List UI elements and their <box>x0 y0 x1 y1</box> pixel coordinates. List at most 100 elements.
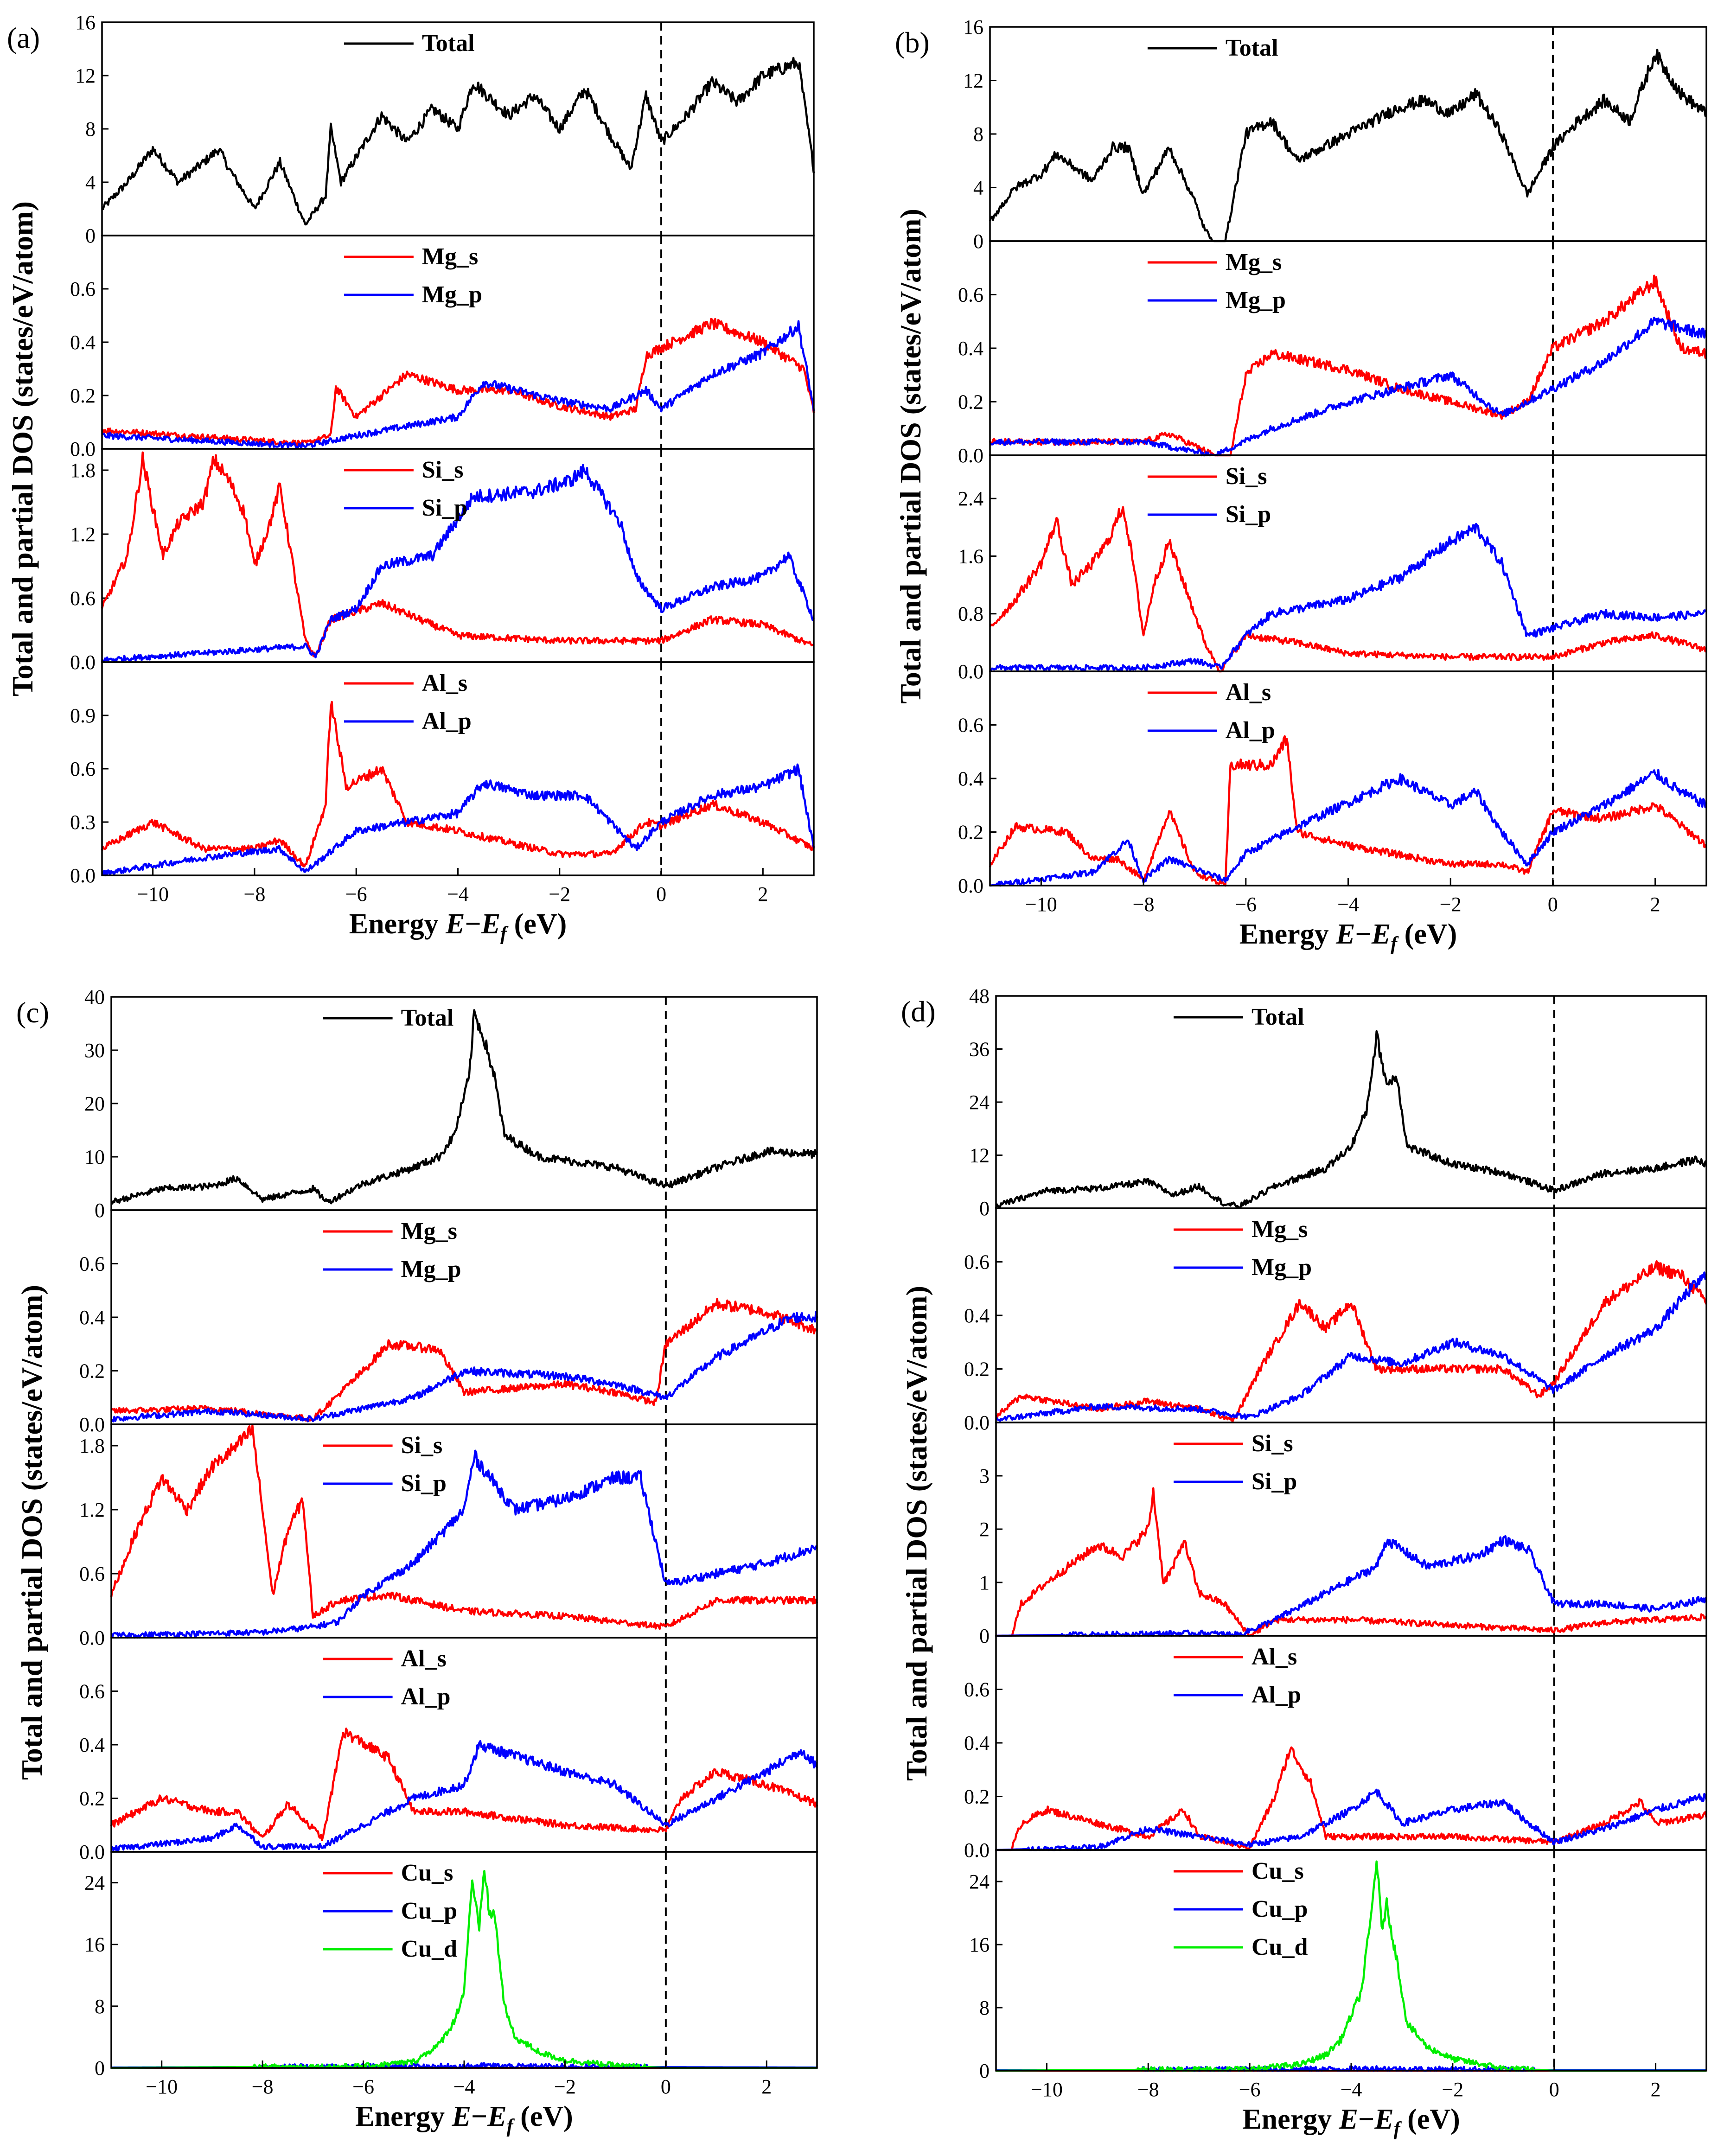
y-tick-label: 0.0 <box>70 864 96 887</box>
series-mg-p-line <box>990 316 1707 457</box>
y-tick-label: 0.0 <box>964 1411 990 1434</box>
subplot-2: 0.0 0.2 0.4 0.6 Mg_s Mg_p <box>964 1207 1708 1434</box>
y-tick-label: 0 <box>95 1199 105 1222</box>
y-tick-label: 0.4 <box>958 767 983 790</box>
series-si-s-line <box>101 451 814 657</box>
subplot-2: 0.0 0.2 0.4 0.6 Mg_s Mg_p <box>958 240 1708 467</box>
y-tick-label: 0.4 <box>70 331 96 354</box>
series-si-s-line <box>110 1424 818 1630</box>
legend-label: Si_s <box>401 1432 443 1459</box>
y-tick-label: 0 <box>973 230 983 253</box>
x-axis-label-unit: (eV) <box>513 2101 573 2132</box>
x-axis-label-minus: − <box>471 2101 487 2132</box>
y-tick-label: 0.2 <box>964 1358 990 1381</box>
x-axis-label: Energy E−Ef (eV) <box>349 908 567 944</box>
y-tick-label: 0.0 <box>79 1627 105 1649</box>
x-axis-label-var: E <box>1335 919 1355 950</box>
y-tick-label: 0.0 <box>79 1413 105 1436</box>
series-mg-p-line <box>102 320 815 449</box>
legend-label: Si_s <box>422 457 464 483</box>
subplot-4: 0.0 0.2 0.4 0.6 Al_s Al_p <box>79 1637 818 1863</box>
legend-label: Cu_d <box>1251 1934 1308 1960</box>
x-tick-label: −6 <box>345 883 367 906</box>
legend-label: Si_s <box>1226 463 1267 490</box>
y-tick-label: 0.4 <box>79 1306 105 1329</box>
y-tick-label: 12 <box>969 1144 990 1167</box>
series-al-p-line <box>101 763 815 877</box>
legend-label: Total <box>1251 1004 1304 1030</box>
y-tick-label: 0.6 <box>79 1680 105 1703</box>
y-tick-label: 8 <box>979 1997 990 2019</box>
x-axis-label-minus: − <box>1355 919 1371 950</box>
x-tick-label: −4 <box>447 883 469 906</box>
legend-label: Mg_p <box>422 281 482 308</box>
x-tick-label: −2 <box>1442 2078 1463 2101</box>
y-tick-label: 0 <box>979 2060 990 2082</box>
subplot-4: 0.0 0.3 0.6 0.9 Al_s Al_p <box>70 661 815 887</box>
x-axis-label-var: E <box>452 2101 471 2132</box>
y-tick-label: 0.0 <box>79 1841 105 1863</box>
x-tick-label: −4 <box>1341 2078 1362 2101</box>
x-axis-label-unit: (eV) <box>507 908 567 940</box>
y-tick-label: 0.2 <box>79 1360 105 1383</box>
x-axis-label-prefix: Energy <box>349 908 446 940</box>
x-tick-label: 0 <box>1548 893 1558 916</box>
y-tick-label: 1 <box>979 1571 990 1594</box>
x-tick-label: 2 <box>761 2075 772 2098</box>
y-tick-label: 0.6 <box>79 1253 105 1276</box>
x-tick-label: −2 <box>554 2075 576 2098</box>
legend-label: Cu_s <box>401 1860 453 1886</box>
subplot-1: 0 10 20 30 40 Total <box>84 986 818 1222</box>
legend-label: Mg_s <box>1226 249 1282 275</box>
panel-label: (d) <box>901 995 936 1028</box>
y-tick-label: 48 <box>969 985 990 1008</box>
legend-label: Al_s <box>422 670 467 696</box>
x-tick-label: −4 <box>1337 893 1359 916</box>
y-tick-label: 0.3 <box>70 811 96 834</box>
y-tick-label: 0.0 <box>958 874 983 897</box>
panel-d: (d)012243648Total0.00.20.40.6Mg_sMg_p012… <box>900 985 1708 2140</box>
x-axis-label-minus: − <box>1358 2104 1374 2135</box>
legend-label: Total <box>401 1005 454 1031</box>
panel-c: (c)010203040Total0.00.20.40.6Mg_sMg_p0.0… <box>15 986 818 2137</box>
y-tick-label: 8 <box>85 118 96 140</box>
x-axis-label-sub: f <box>500 923 509 944</box>
legend-label: Al_s <box>1251 1644 1297 1670</box>
y-tick-label: 8 <box>973 123 983 146</box>
series-total-line <box>111 1009 818 1205</box>
legend-label: Si_p <box>422 495 467 521</box>
x-axis-label: Energy E−Ef (eV) <box>355 2101 573 2137</box>
series-al-p-line <box>110 1740 818 1852</box>
x-axis-label-var: E <box>445 908 465 940</box>
x-axis-label: Energy E−Ef (eV) <box>1239 919 1457 955</box>
y-tick-label: 0.2 <box>79 1787 105 1810</box>
y-axis-label: Total and partial DOS (states/eV/atom) <box>894 209 927 704</box>
y-tick-label: 1.2 <box>79 1499 105 1521</box>
series-al-p-line <box>996 1788 1708 1851</box>
subplot-3: 0.0 0.6 1.2 1.8 Si_s Si_p <box>79 1423 818 1649</box>
legend-label: Al_p <box>1251 1682 1301 1708</box>
x-tick-label: 0 <box>656 883 666 906</box>
y-tick-label: 3 <box>979 1465 990 1487</box>
x-axis-label-sub: f <box>507 2116 515 2137</box>
legend-label: Cu_d <box>401 1936 457 1962</box>
legend-label: Si_p <box>1251 1468 1297 1495</box>
y-tick-label: 4 <box>85 171 96 194</box>
y-tick-label: 0.0 <box>964 1839 990 1862</box>
legend-label: Al_p <box>1226 717 1275 744</box>
y-tick-label: 0.4 <box>964 1732 990 1754</box>
y-tick-label: 0.9 <box>70 704 96 727</box>
y-axis-label: Total and partial DOS (states/eV/atom) <box>6 201 39 696</box>
y-tick-label: 0.6 <box>70 587 96 610</box>
legend-label: Mg_p <box>1251 1254 1312 1281</box>
x-axis-label-prefix: Energy <box>1242 2104 1339 2135</box>
y-tick-label: 0 <box>979 1625 990 1647</box>
x-tick-label: −10 <box>1031 2078 1063 2101</box>
y-tick-label: 1.2 <box>70 523 96 546</box>
x-tick-label: −6 <box>352 2075 374 2098</box>
x-axis-label-var-2: E <box>481 908 500 940</box>
y-tick-label: 0.2 <box>70 384 96 407</box>
y-tick-label: 1.6 <box>958 545 983 568</box>
legend-label: Si_p <box>1226 501 1271 528</box>
